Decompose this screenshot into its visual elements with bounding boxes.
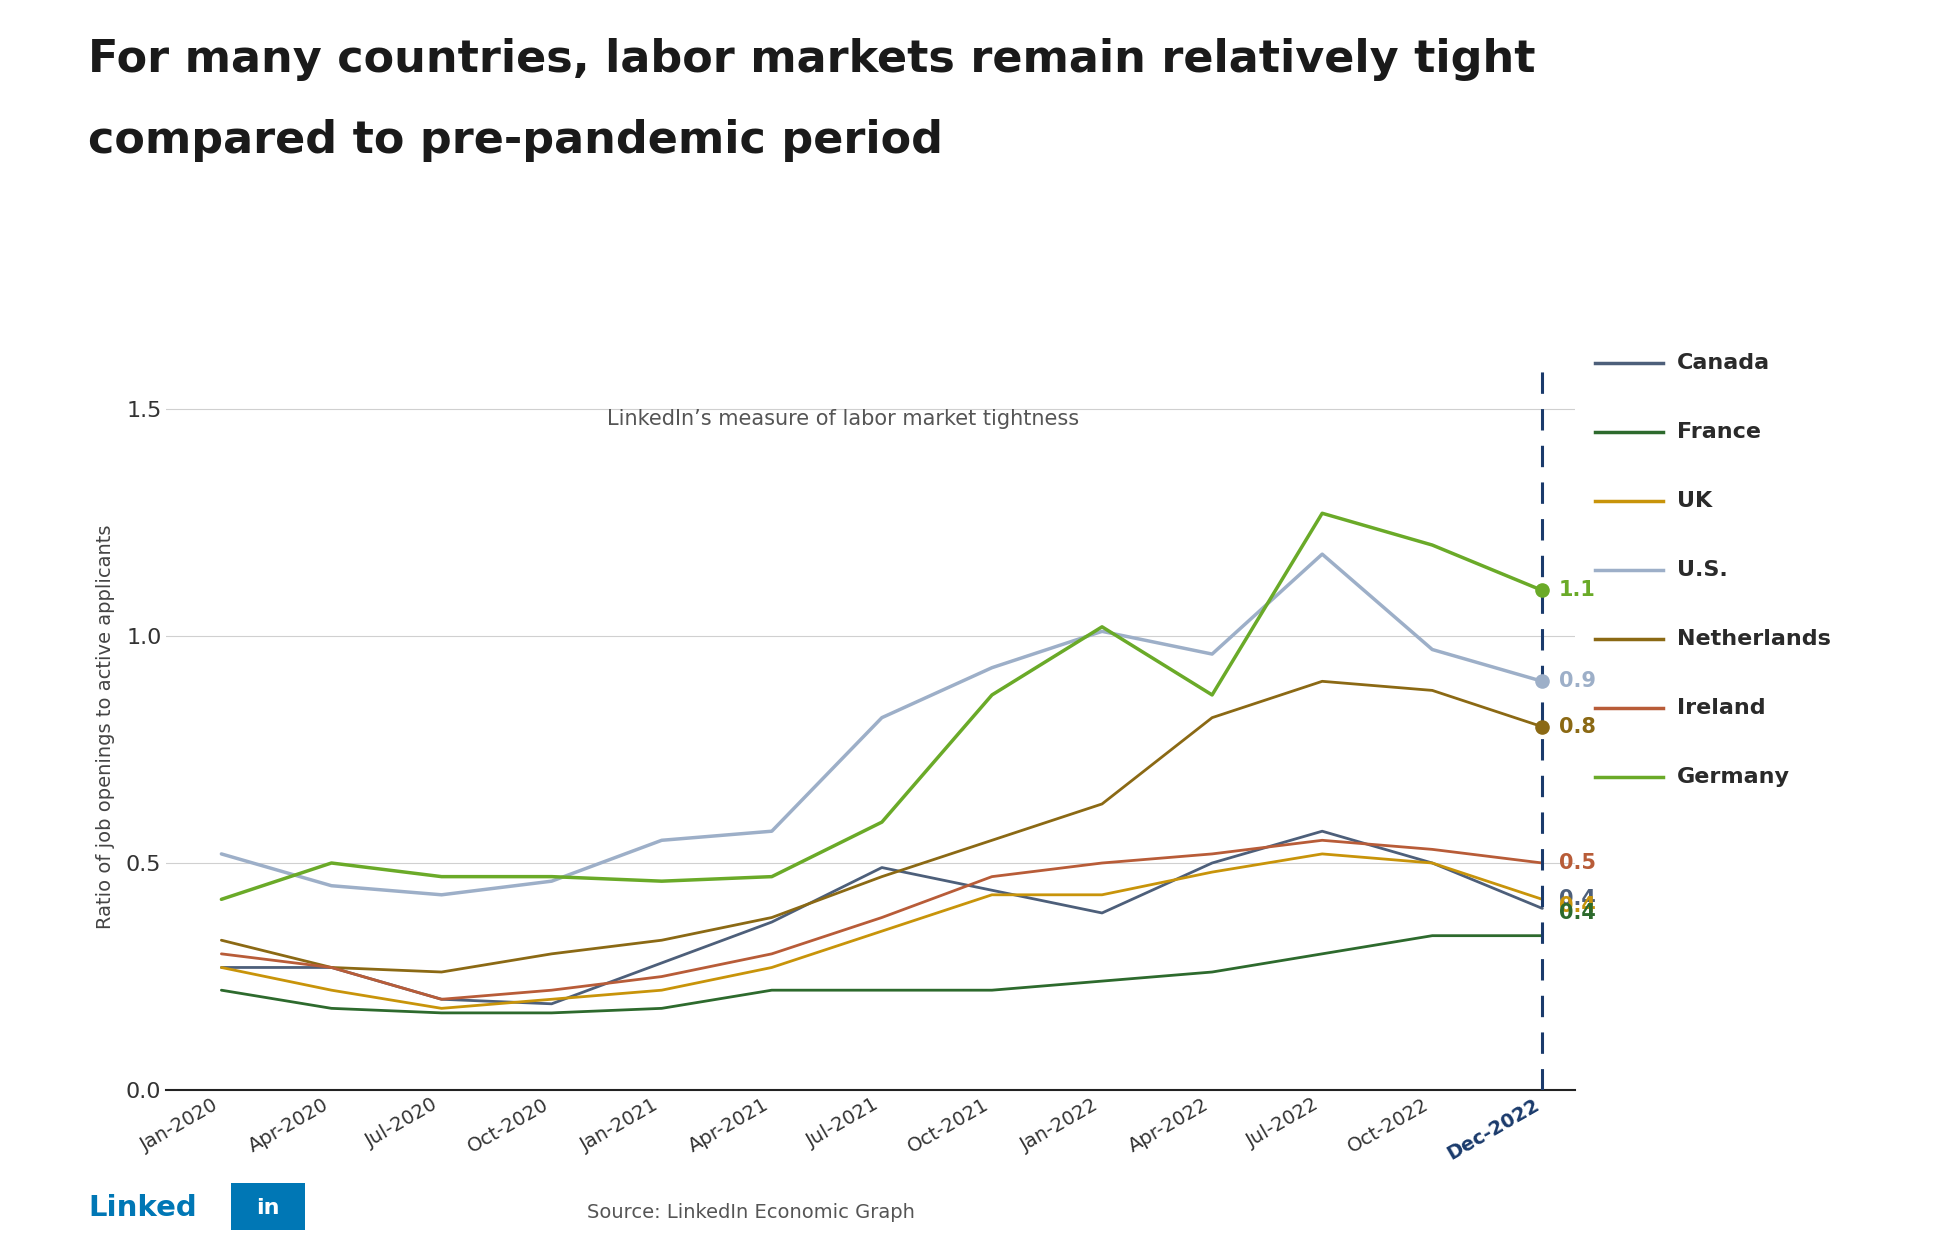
Text: UK: UK xyxy=(1677,491,1712,511)
Text: U.S.: U.S. xyxy=(1677,560,1728,580)
Text: 0.9: 0.9 xyxy=(1560,672,1595,692)
Text: Source: LinkedIn Economic Graph: Source: LinkedIn Economic Graph xyxy=(587,1203,916,1222)
Text: France: France xyxy=(1677,422,1761,442)
Text: Germany: Germany xyxy=(1677,767,1791,787)
Text: 0.8: 0.8 xyxy=(1560,717,1595,737)
Text: 0.4: 0.4 xyxy=(1560,903,1595,923)
Text: 1.1: 1.1 xyxy=(1560,580,1595,600)
Text: 0.4: 0.4 xyxy=(1560,890,1595,910)
Text: 0.4: 0.4 xyxy=(1560,896,1595,916)
Point xyxy=(1526,672,1558,692)
Text: LinkedIn’s measure of labor market tightness: LinkedIn’s measure of labor market tight… xyxy=(607,408,1078,429)
Text: Ireland: Ireland xyxy=(1677,698,1765,718)
Text: Netherlands: Netherlands xyxy=(1677,629,1832,649)
Text: Canada: Canada xyxy=(1677,353,1771,373)
Point xyxy=(1526,717,1558,737)
Text: compared to pre-pandemic period: compared to pre-pandemic period xyxy=(88,119,943,162)
Text: in: in xyxy=(256,1198,280,1218)
Y-axis label: Ratio of job openings to active applicants: Ratio of job openings to active applican… xyxy=(96,525,115,928)
Point xyxy=(1526,580,1558,600)
Text: 0.5: 0.5 xyxy=(1560,853,1595,873)
Text: For many countries, labor markets remain relatively tight: For many countries, labor markets remain… xyxy=(88,38,1536,80)
Text: Linked: Linked xyxy=(88,1194,198,1222)
